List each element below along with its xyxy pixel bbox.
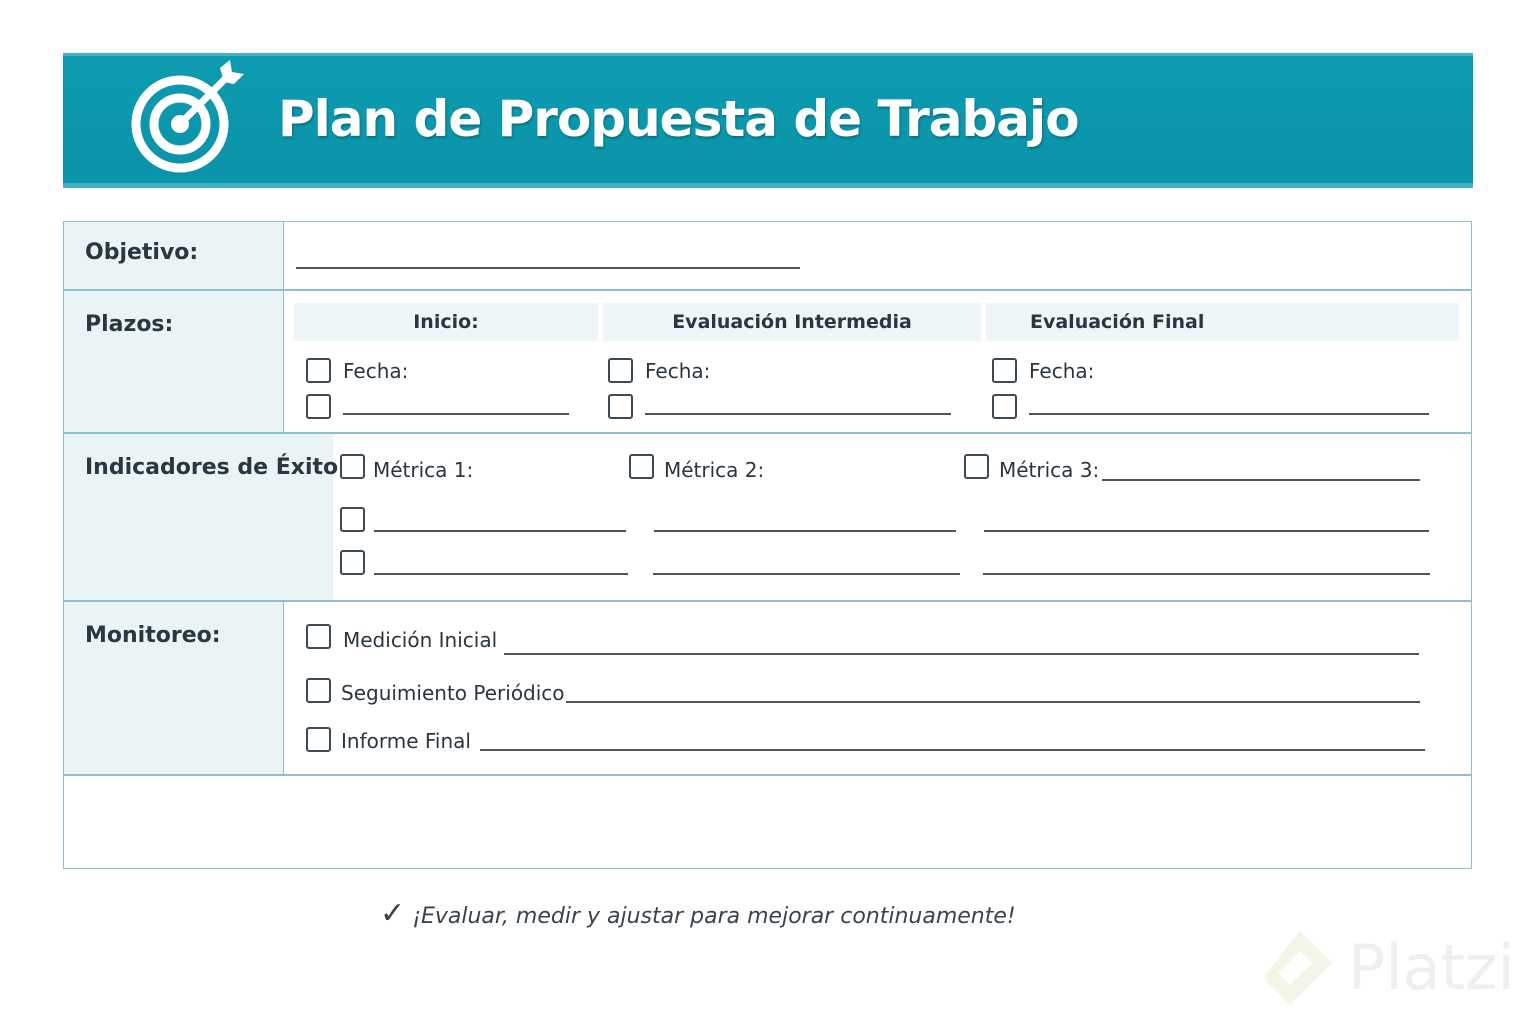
metrica-3-checkbox[interactable] [964,454,989,479]
informe-final-checkbox[interactable] [306,727,331,752]
objetivo-label: Objetivo: [85,240,199,265]
final-fecha-label: Fecha: [1029,359,1095,383]
page-title: Plan de Propuesta de Trabajo [278,90,1080,148]
medicion-inicial-label: Medición Inicial [343,628,498,652]
indicador-line[interactable] [374,573,628,575]
divider [64,432,1471,434]
monitoreo-label: Monitoreo: [85,623,221,648]
divider [64,289,1471,291]
indicador-line[interactable] [983,573,1430,575]
header-banner: Plan de Propuesta de Trabajo [63,53,1473,188]
inicio-checkbox-2[interactable] [306,394,331,419]
indicador-checkbox[interactable] [340,550,365,575]
indicador-line[interactable] [653,573,960,575]
informe-final-label: Informe Final [341,729,471,753]
inicio-fecha-checkbox[interactable] [306,358,331,383]
indicadores-label: Indicadores de Éxito: [85,455,347,480]
plazos-label: Plazos: [85,312,174,337]
target-arrow-icon [131,60,244,173]
indicador-line[interactable] [654,530,956,532]
intermedia-header: Evaluación Intermedia [603,303,981,341]
medicion-inicial-line[interactable] [504,653,1419,655]
seguimiento-label: Seguimiento Periódico [341,681,565,705]
indicador-checkbox[interactable] [340,507,365,532]
metrica-3-label: Métrica 3: [999,458,1100,482]
final-fecha-checkbox[interactable] [992,358,1017,383]
intermedia-fecha-checkbox[interactable] [608,358,633,383]
final-input-line[interactable] [1029,413,1429,415]
form-table: Objetivo: Plazos: Inicio: Evaluación Int… [63,221,1472,869]
footer-note: ✓ ¡Evaluar, medir y ajustar para mejorar… [380,896,1016,931]
inicio-fecha-label: Fecha: [343,359,409,383]
intermedia-checkbox-2[interactable] [608,394,633,419]
metrica-1-checkbox[interactable] [340,454,365,479]
metrica-2-label: Métrica 2: [664,458,765,482]
divider [64,600,1471,602]
final-header: Evaluación Final [986,303,1459,341]
final-checkbox-2[interactable] [992,394,1017,419]
indicador-line[interactable] [374,530,626,532]
intermedia-fecha-label: Fecha: [645,359,711,383]
metrica-3-input-line[interactable] [1102,479,1420,481]
label-column-extension [283,433,333,600]
informe-final-line[interactable] [480,749,1425,751]
platzi-watermark: Platzi [1262,925,1515,1009]
medicion-inicial-checkbox[interactable] [306,624,331,649]
seguimiento-checkbox[interactable] [306,678,331,703]
footer-text: ¡Evaluar, medir y ajustar para mejorar c… [412,904,1016,929]
metrica-1-label: Métrica 1: [373,458,474,482]
label-column [64,222,284,774]
platzi-wordmark: Platzi [1348,930,1515,1004]
checkmark-icon: ✓ [380,896,406,931]
inicio-input-line[interactable] [343,413,569,415]
indicador-line[interactable] [984,530,1429,532]
inicio-header: Inicio: [294,303,598,341]
metrica-2-checkbox[interactable] [629,454,654,479]
seguimiento-line[interactable] [566,701,1420,703]
intermedia-input-line[interactable] [645,413,951,415]
divider [64,774,1471,776]
platzi-logo-icon [1265,931,1332,1005]
objetivo-input-line[interactable] [296,267,800,269]
